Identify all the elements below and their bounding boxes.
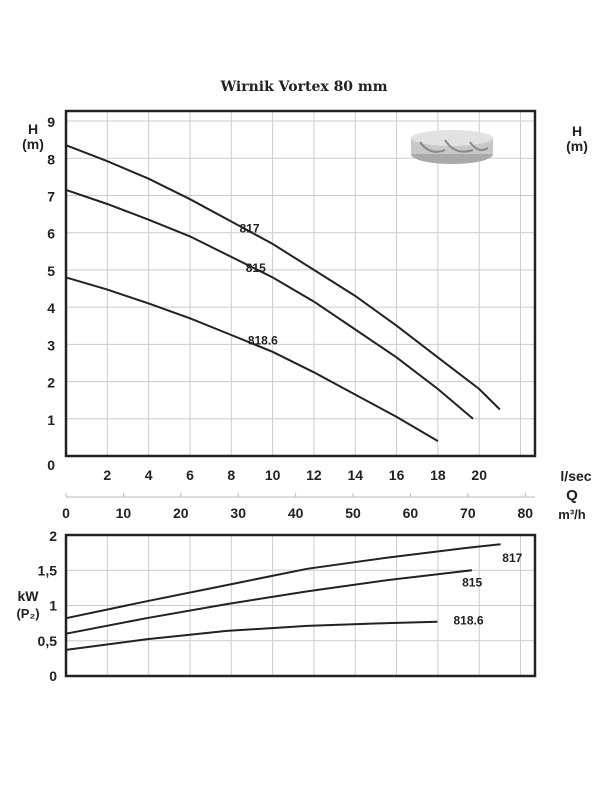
series-line-817 (65, 144, 501, 411)
chart-title: Wirnik Vortex 80 mm (219, 79, 387, 95)
y-tick-label: 0 (47, 457, 55, 473)
y-tick-label: 1 (47, 412, 55, 428)
y-tick-label: 6 (47, 226, 55, 242)
y-axis-label-right: (m) (566, 138, 588, 154)
y-axis-unit: (P₂) (16, 606, 39, 621)
y-tick-label: 8 (47, 151, 55, 167)
series-label: 818.6 (248, 333, 278, 347)
x-tick-label: 60 (403, 505, 419, 521)
x-tick-label: 10 (116, 505, 132, 521)
series-line-815 (65, 188, 474, 420)
series-label: 815 (246, 261, 266, 275)
x-tick-label: 18 (430, 467, 446, 483)
y-tick-label: 1 (49, 598, 57, 614)
y-tick-label: 5 (47, 263, 55, 279)
x-tick-label: 6 (186, 467, 194, 483)
y-tick-label: 7 (47, 188, 55, 204)
y-axis-label: (m) (22, 136, 44, 152)
x-tick-label: 14 (347, 467, 363, 483)
y-axis-label: H (28, 121, 38, 137)
x-tick-label: 20 (471, 467, 487, 483)
y-tick-label: 2 (47, 375, 55, 391)
x-tick-label: 4 (145, 467, 153, 483)
x-tick-label: 30 (230, 505, 246, 521)
x-tick-label: 10 (265, 467, 281, 483)
y-tick-label: 2 (49, 528, 57, 544)
plot-frame (64, 533, 537, 678)
vortex-impeller-image (411, 130, 493, 164)
y-axis-label: kW (18, 588, 40, 604)
y-tick-label: 0 (49, 668, 57, 684)
x-tick-label: 20 (173, 505, 189, 521)
y-tick-label: 9 (47, 114, 55, 130)
series-line-818.6 (65, 620, 438, 651)
power-chart: 0 10 20 30 40 50 60 70 80 Qm³/h 0 0,5 1 1,5 2 kW (P₂) 817… (16, 487, 585, 684)
x-tick-label: 80 (517, 505, 533, 521)
series-label: 815 (462, 575, 482, 589)
x-axis-label: Q (566, 487, 578, 504)
series-label: 817 (502, 551, 522, 565)
x-tick-label: 8 (227, 467, 235, 483)
x-tick-label: 16 (389, 467, 405, 483)
x-axis-label: l/sec (560, 468, 591, 484)
series-line-815 (65, 569, 473, 635)
y-tick-label: 1,5 (38, 562, 58, 578)
series-label: 818.6 (453, 614, 483, 628)
x-tick-label: 40 (288, 505, 304, 521)
x-tick-label: 2 (103, 467, 111, 483)
x-tick-label: 50 (345, 505, 361, 521)
plot-frame (64, 109, 537, 458)
series-line-818.6 (65, 276, 439, 442)
series-line-817 (65, 543, 501, 620)
x-axis-unit: m³/h (558, 507, 586, 522)
x-tick-label: 70 (460, 505, 476, 521)
y-tick-label: 3 (47, 337, 55, 353)
x-tick-label: 0 (62, 505, 70, 521)
y-axis-label-right: H (572, 123, 582, 139)
y-tick-label: 0,5 (38, 633, 58, 649)
y-tick-label: 4 (47, 300, 55, 316)
x-tick-label: 12 (306, 467, 322, 483)
series-label: 817 (240, 222, 260, 236)
